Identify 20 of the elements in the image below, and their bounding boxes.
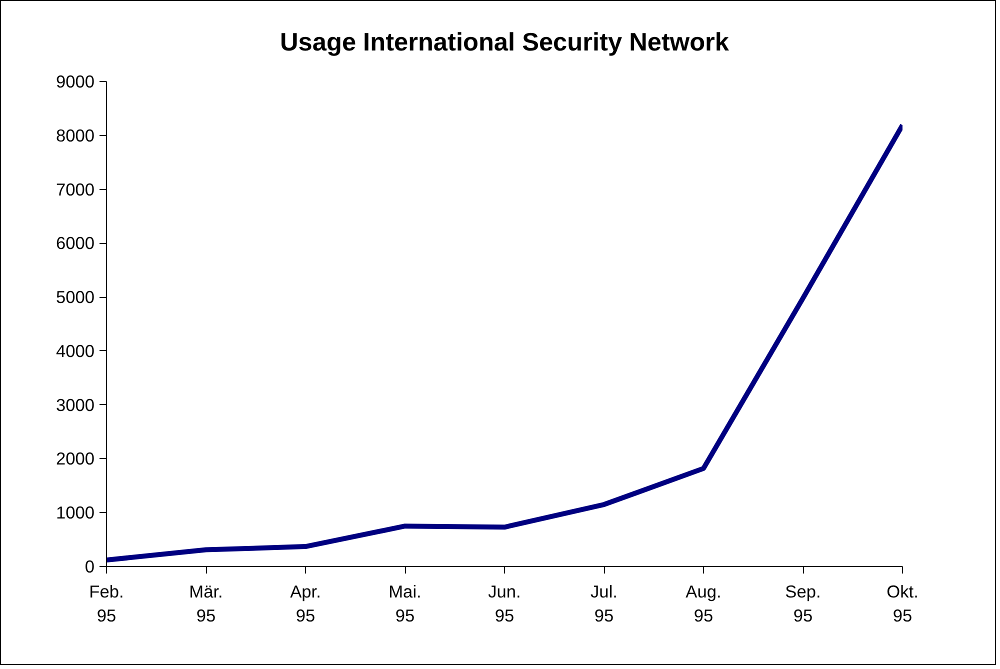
y-tick-label: 1000 — [56, 502, 95, 523]
x-tick-label: Jun. 95 — [488, 582, 521, 626]
x-tick-label: Okt. 95 — [886, 582, 918, 626]
y-tick-label: 5000 — [56, 287, 95, 308]
y-tick-label: 3000 — [56, 394, 95, 415]
x-tick-label: Apr. 95 — [290, 582, 321, 626]
x-tick-label: Mai. 95 — [388, 582, 422, 626]
y-tick-label: 2000 — [56, 448, 95, 469]
chart-title: Usage International Security Network — [280, 28, 730, 56]
y-tick-label: 4000 — [56, 340, 95, 361]
y-tick-label: 9000 — [56, 72, 95, 92]
x-tick-label: Sep. 95 — [785, 582, 821, 626]
x-tick-label: Mär. 95 — [189, 582, 223, 626]
x-tick-label: Feb. 95 — [89, 582, 124, 626]
x-tick-label: Aug. 95 — [686, 582, 722, 626]
y-tick-label: 0 — [84, 556, 95, 576]
y-tick-label: 7000 — [56, 179, 95, 200]
x-tick-label: Jul. 95 — [590, 582, 618, 626]
y-tick-label: 6000 — [56, 233, 95, 254]
y-tick-label: 8000 — [56, 125, 95, 146]
